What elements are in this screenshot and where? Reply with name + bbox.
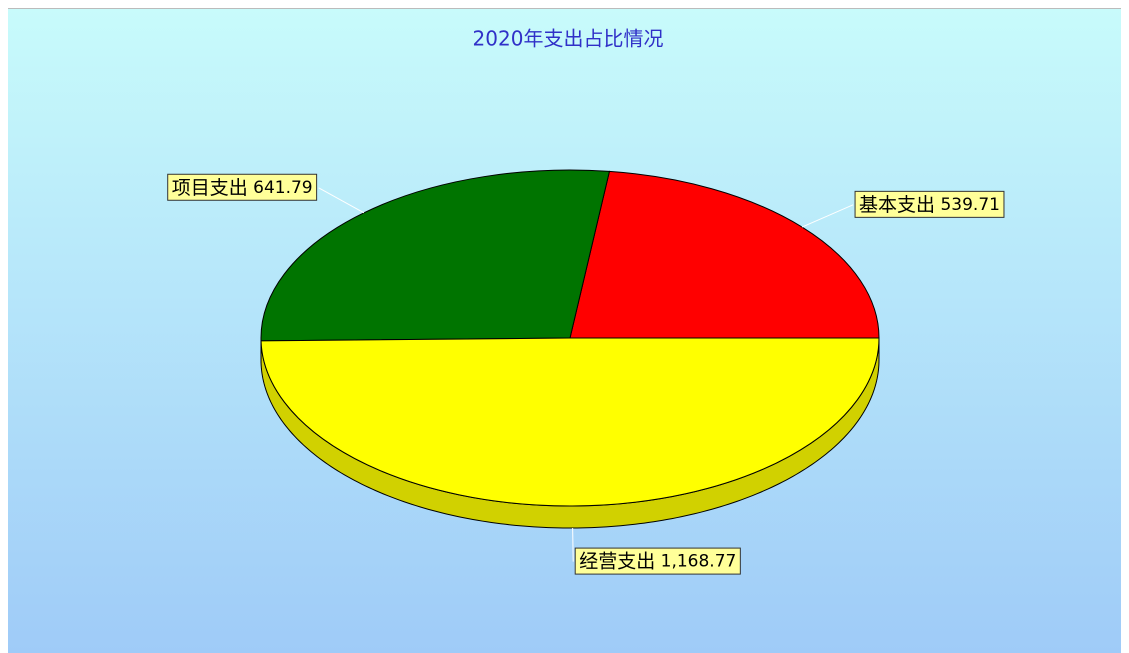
data-label: 项目支出 641.79 [172,176,313,198]
leader-line [318,187,365,214]
pie-slice [260,337,880,507]
value-label: 1,168.77 [661,552,737,572]
label-box [854,190,1005,218]
data-label: 经营支出 1,168.77 [579,550,736,572]
category-name: 项目支出 [172,176,248,198]
leader-line [572,527,574,562]
label-box [167,173,318,201]
data-label: 基本支出 539.71 [859,193,1000,215]
category-name: 经营支出 [579,550,655,572]
category-name: 基本支出 [859,193,935,215]
value-label: 641.79 [253,178,312,198]
leader-line [801,204,854,228]
pie-slice [569,170,880,339]
label-box [574,547,741,575]
chart-title: 2020年支出占比情况 [473,27,664,51]
pie-slice [260,169,611,342]
value-label: 539.71 [940,195,999,215]
